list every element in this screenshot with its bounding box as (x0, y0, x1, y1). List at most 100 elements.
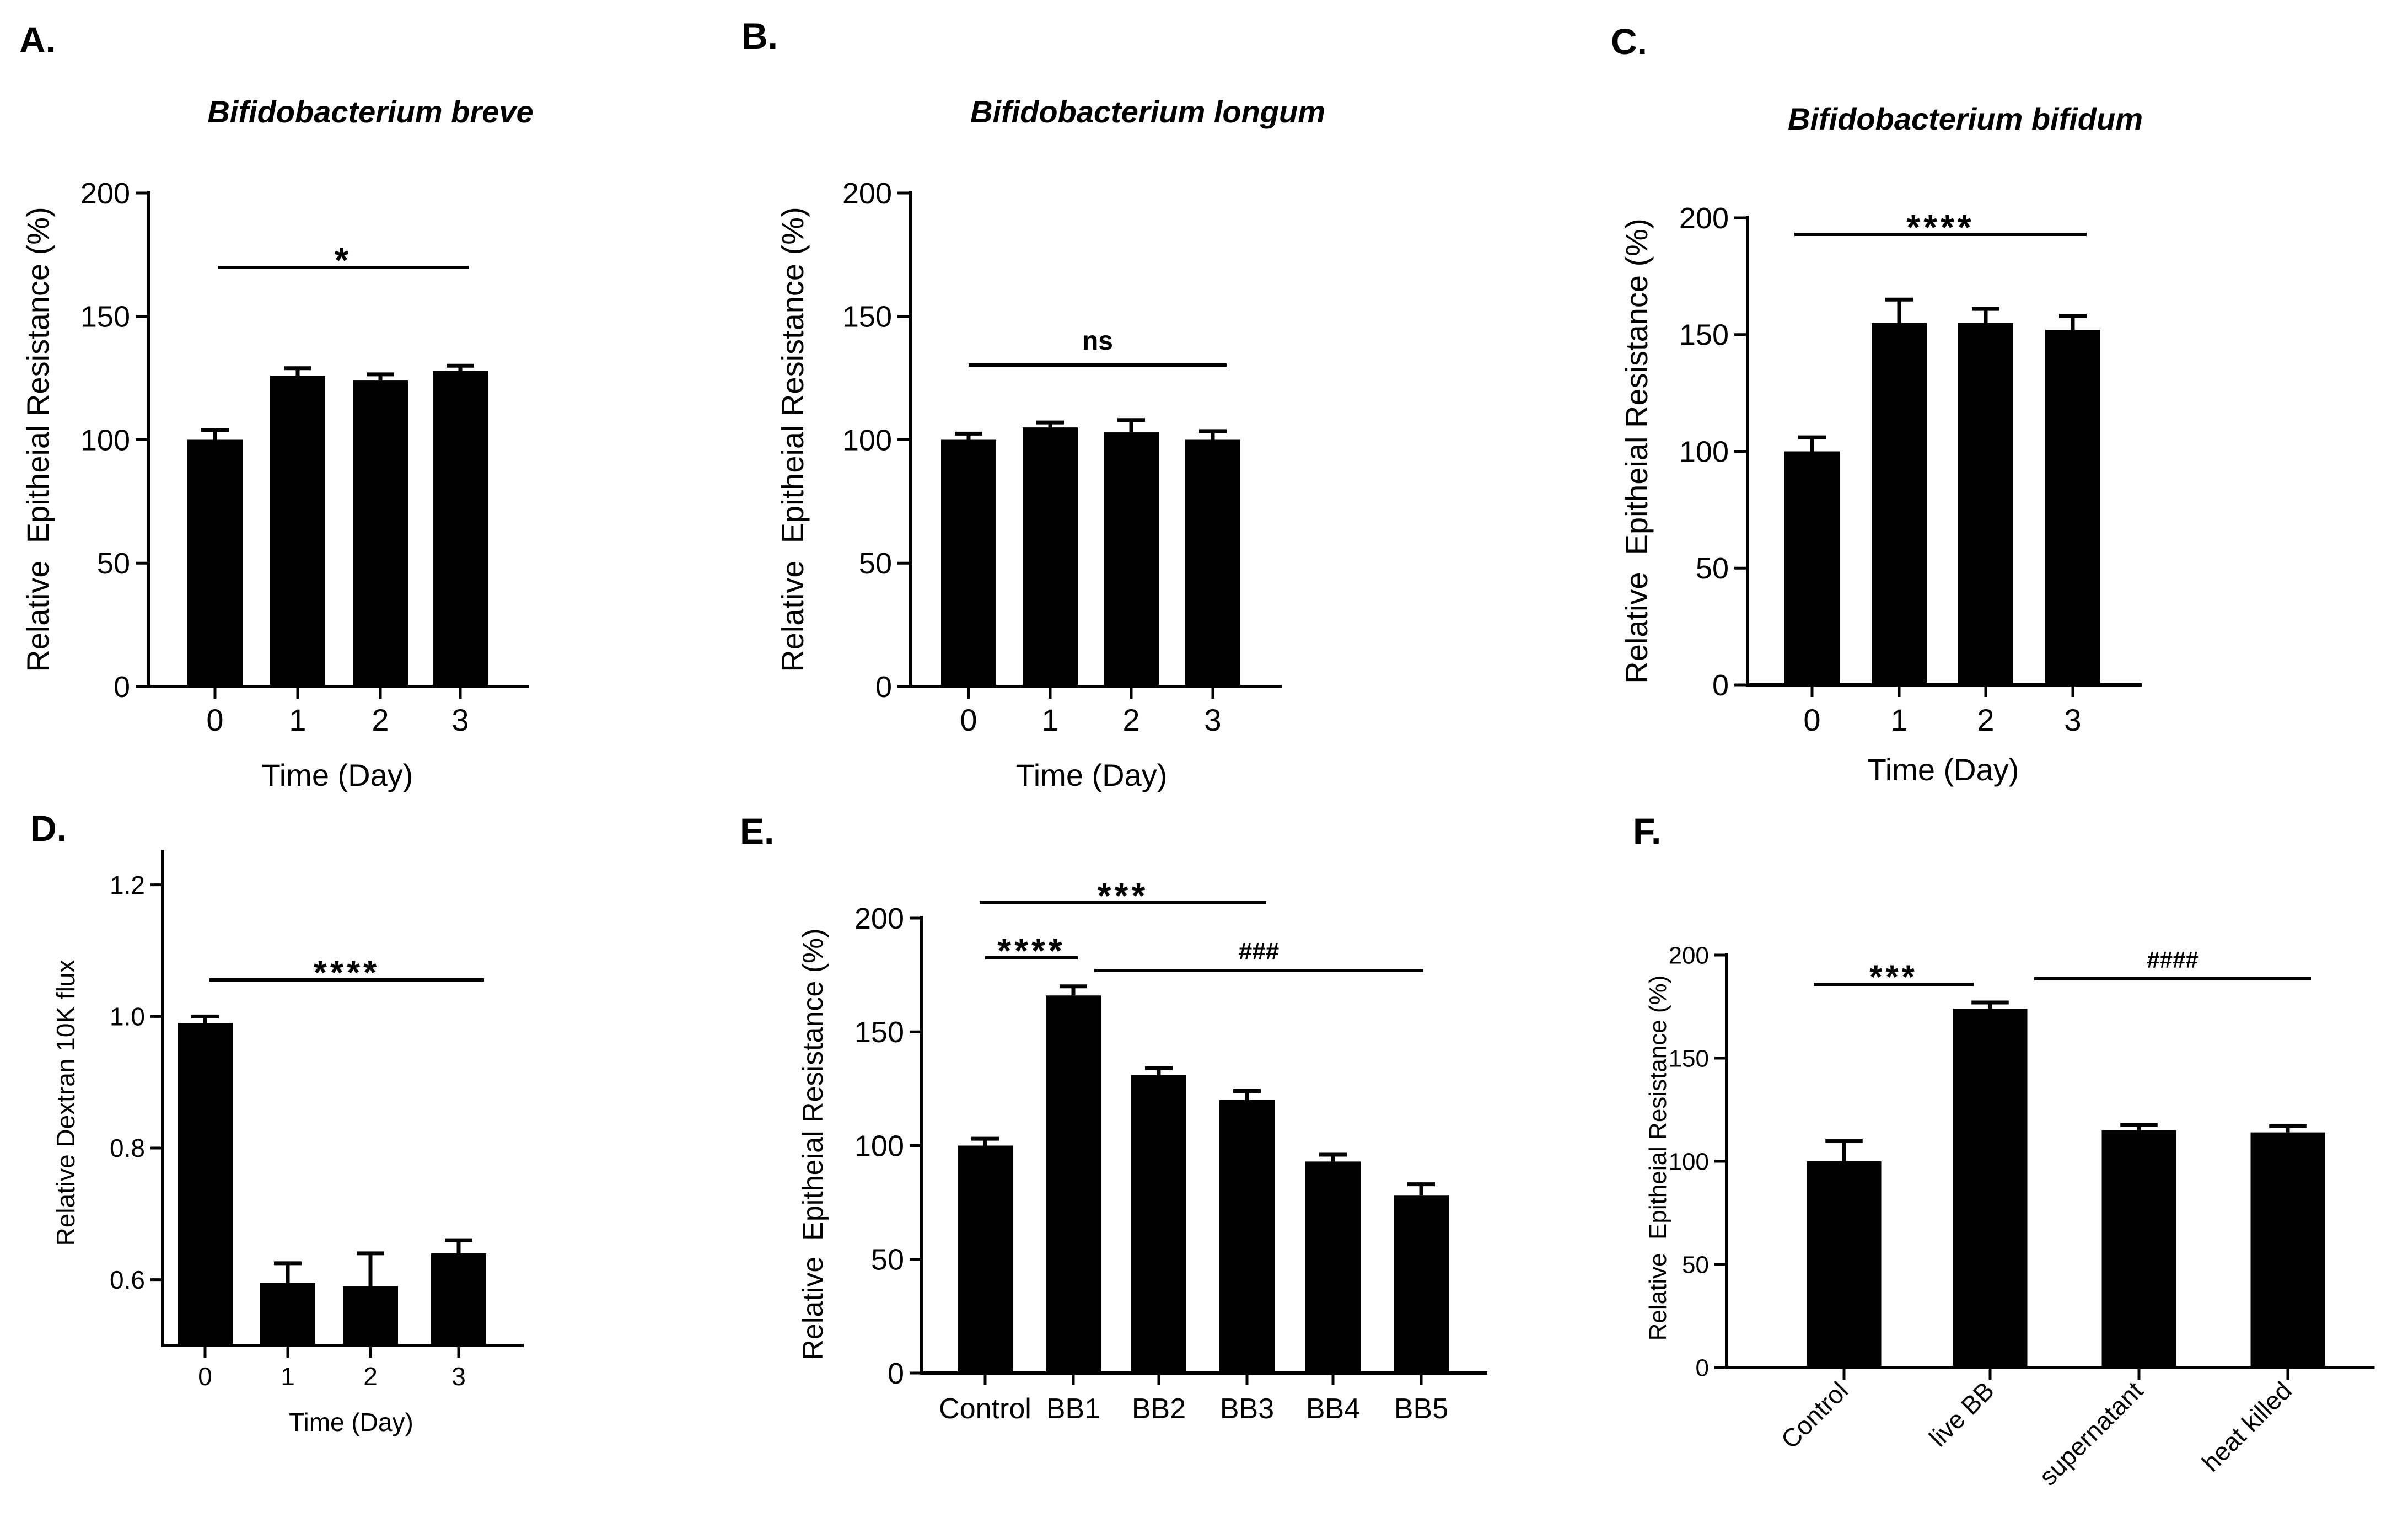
bar-a-2 (353, 380, 408, 687)
bar-b-0 (941, 439, 996, 687)
y-tick-label-c-3: 150 (1679, 319, 1729, 352)
x-tick-label-e-3: BB3 (1220, 1393, 1274, 1425)
x-tick-label-c-3: 3 (2064, 703, 2081, 737)
panel-e: E. 0 50 100 150 200 Control BB1 BB2 BB3 BB4 BB5 Rela… (740, 811, 1487, 1425)
y-tick-label-e-1: 50 (871, 1243, 904, 1277)
y-tick-label-e-0: 0 (888, 1357, 904, 1390)
x-tick-label-c-2: 2 (1977, 703, 1994, 737)
y-tick-label-e-4: 200 (854, 902, 904, 935)
x-axis-label-c: Time (Day) (1868, 752, 2019, 787)
y-tick-label-c-1: 50 (1696, 552, 1729, 585)
y-tick-label-e-3: 150 (854, 1016, 904, 1049)
bar-a-1 (270, 376, 325, 687)
chart-title-c: Bifidobacterium bifidum (1788, 101, 2143, 136)
y-tick-label-a-2: 100 (80, 423, 130, 457)
significance-label-b-0: ns (1082, 326, 1113, 356)
panel-label-e: E. (740, 811, 774, 851)
chart-title-a: Bifidobacterium breve (207, 94, 533, 129)
bar-f-0 (1807, 1161, 1882, 1368)
y-tick-label-a-3: 150 (80, 301, 130, 334)
y-tick-label-d-1: 0.8 (110, 1134, 145, 1162)
x-axis-label-b: Time (Day) (1016, 758, 1168, 792)
y-axis-label-c: Relative Epitheial Resistance (%) (1619, 218, 1654, 683)
panel-label-d: D. (30, 808, 67, 849)
bar-f-1 (1953, 1009, 2028, 1368)
y-tick-label-e-2: 100 (854, 1129, 904, 1162)
x-tick-label-c-0: 0 (1803, 703, 1820, 737)
significance-label-e-2: ### (1239, 938, 1279, 965)
y-tick-label-c-2: 100 (1679, 435, 1729, 468)
y-tick-label-b-0: 0 (875, 671, 892, 704)
x-tick-label-c-1: 1 (1890, 703, 1907, 737)
x-tick-label-a-2: 2 (372, 703, 389, 737)
bar-c-3 (2045, 330, 2100, 685)
bar-c-1 (1872, 323, 1927, 685)
bar-c-2 (1958, 323, 2013, 685)
y-tick-label-b-4: 200 (842, 177, 892, 210)
x-axis-label-d: Time (Day) (289, 1408, 413, 1436)
significance-label-a-0: * (335, 240, 352, 281)
bar-a-3 (433, 371, 488, 687)
y-tick-label-a-4: 200 (80, 177, 130, 210)
x-tick-label-a-3: 3 (452, 703, 469, 737)
bar-c-0 (1785, 451, 1840, 685)
x-tick-label-a-0: 0 (206, 703, 223, 737)
panel-label-f: F. (1633, 811, 1661, 851)
y-axis-label-a: Relative Epitheial Resistance (%) (20, 207, 55, 672)
panel-label-b: B. (741, 15, 778, 56)
x-tick-label-d-1: 1 (281, 1362, 295, 1391)
y-tick-label-a-1: 50 (97, 547, 130, 580)
significance-label-e-1: **** (997, 931, 1066, 971)
panel-label-c: C. (1611, 21, 1647, 62)
panel-a: A. Bifidobacterium breve 0 50 100 150 200 0 1 2 3 T… (19, 19, 534, 792)
x-tick-label-e-0: Control (939, 1393, 1031, 1425)
bar-d-2 (343, 1286, 398, 1345)
y-tick-label-d-0: 0.6 (110, 1266, 145, 1294)
y-tick-label-d-2: 1.0 (110, 1002, 145, 1031)
y-tick-label-f-0: 0 (1696, 1354, 1709, 1381)
x-tick-label-d-0: 0 (198, 1362, 212, 1391)
x-tick-label-b-0: 0 (960, 703, 977, 737)
x-tick-label-e-4: BB4 (1306, 1393, 1360, 1425)
y-tick-label-b-3: 150 (842, 301, 892, 334)
bar-b-2 (1104, 432, 1159, 687)
chart-title-b: Bifidobacterium longum (970, 94, 1325, 129)
y-tick-label-b-2: 100 (842, 423, 892, 457)
bar-a-0 (187, 439, 243, 687)
bar-f-3 (2250, 1132, 2325, 1368)
y-tick-label-c-0: 0 (1712, 669, 1729, 702)
y-axis-label-d: Relative Dextran 10K flux (51, 959, 80, 1246)
x-tick-label-b-3: 3 (1204, 703, 1221, 737)
x-tick-label-b-1: 1 (1041, 703, 1058, 737)
y-tick-label-f-2: 100 (1669, 1148, 1709, 1175)
panel-c: C. Bifidobacterium bifidum 0 50 100 150 200 0 1 2… (1611, 21, 2143, 787)
x-tick-label-e-5: BB5 (1394, 1393, 1448, 1425)
y-tick-label-f-1: 50 (1682, 1251, 1709, 1278)
bar-e-2 (1131, 1075, 1186, 1373)
panel-d: D. 0.6 0.8 1.0 1.2 0 1 2 3 Time (Day) Relative Dex… (30, 808, 524, 1436)
significance-label-e-0: *** (1098, 876, 1149, 915)
x-tick-label-e-2: BB2 (1132, 1393, 1186, 1425)
bar-b-1 (1023, 427, 1078, 687)
panel-label-a: A. (19, 19, 56, 60)
bar-e-0 (958, 1145, 1013, 1373)
bar-e-4 (1305, 1161, 1361, 1373)
x-tick-label-b-2: 2 (1122, 703, 1140, 737)
significance-label-c-0: **** (1906, 207, 1975, 247)
x-tick-label-d-3: 3 (452, 1362, 466, 1391)
y-tick-label-d-3: 1.2 (110, 871, 145, 899)
y-axis-label-b: Relative Epitheial Resistance (%) (775, 207, 810, 672)
bar-d-1 (260, 1283, 315, 1345)
y-tick-label-c-4: 200 (1679, 202, 1729, 235)
y-tick-label-f-3: 150 (1669, 1045, 1709, 1072)
y-axis-label-f: Relative Epitheial Resistance (%) (1644, 975, 1671, 1341)
significance-label-d-0: **** (314, 954, 380, 992)
bar-f-2 (2101, 1130, 2176, 1368)
bar-e-5 (1394, 1195, 1449, 1373)
x-axis-label-a: Time (Day) (262, 758, 413, 792)
bar-e-1 (1046, 995, 1101, 1373)
bar-e-3 (1219, 1100, 1275, 1373)
panel-b: B. Bifidobacterium longum 0 50 100 150 200 0 1 2 3… (741, 15, 1325, 792)
significance-label-f-0: *** (1869, 958, 1918, 995)
